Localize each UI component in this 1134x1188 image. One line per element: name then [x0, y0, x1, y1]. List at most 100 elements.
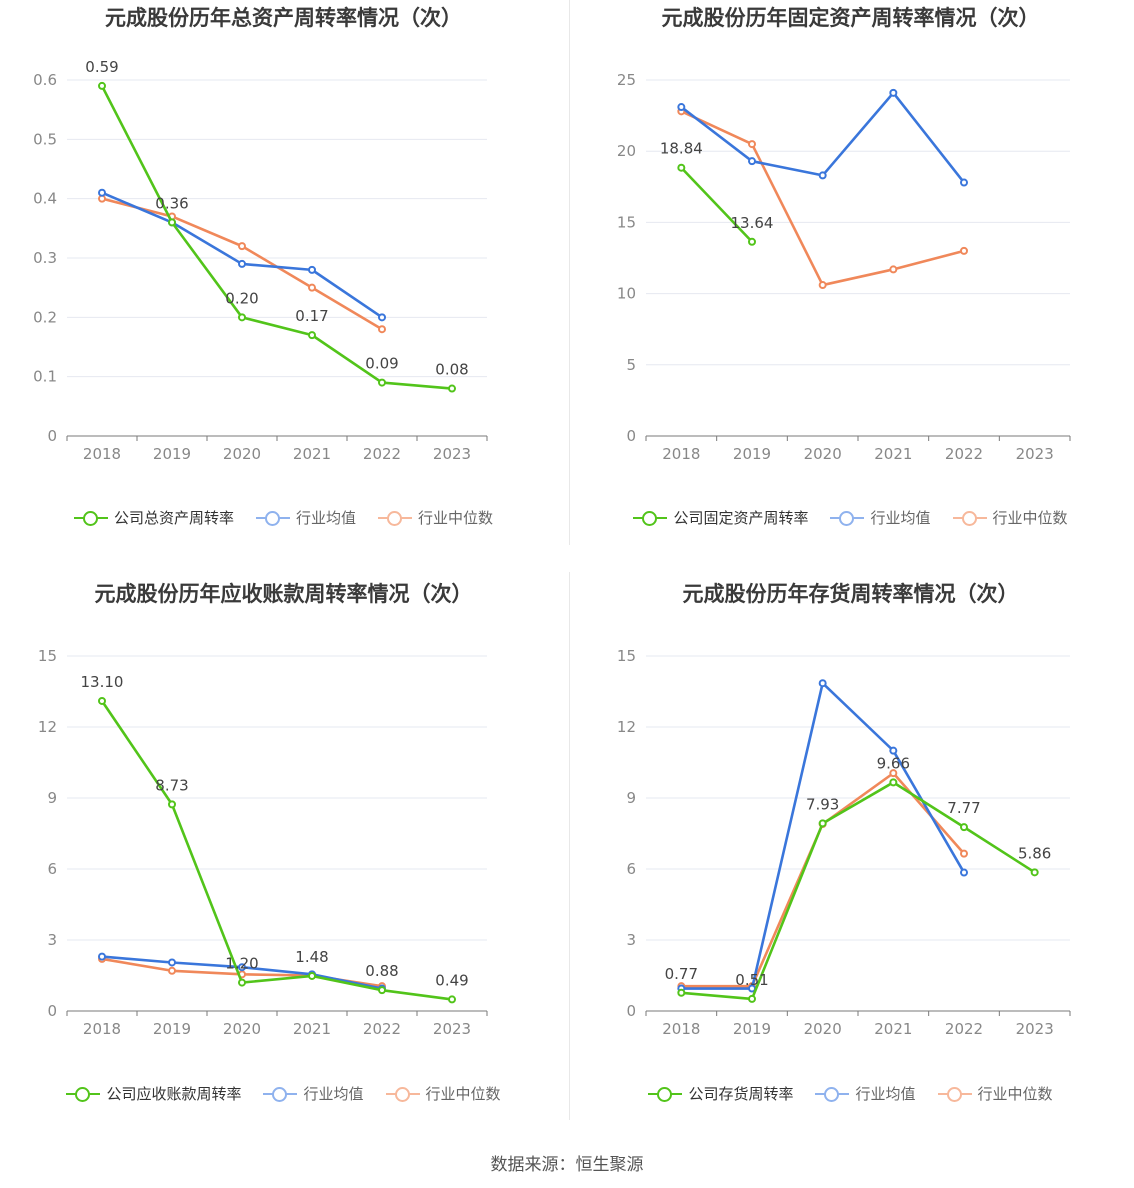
data-point-company[interactable]: [960, 823, 968, 832]
data-point-industry_median[interactable]: [748, 140, 756, 149]
data-point-company[interactable]: [818, 819, 827, 828]
data-point-industry_median[interactable]: [889, 769, 898, 778]
chart-title: 元成股份历年存货周转率情况（次）: [682, 582, 1019, 606]
legend-industry-median-label: 行业中位数: [418, 509, 494, 527]
data-point-company[interactable]: [378, 378, 386, 387]
y-tick-label: 15: [38, 647, 57, 665]
y-tick-label: 0.3: [33, 249, 57, 267]
legend-item-industry-median[interactable]: 行业中位数: [952, 507, 1068, 528]
chart-title: 元成股份历年应收账款周转率情况（次）: [94, 582, 473, 606]
legend-industry-avg-icon: [263, 1086, 298, 1102]
legend-company-label: 公司存货周转率: [688, 1085, 794, 1103]
data-label: 0.08: [435, 361, 468, 379]
legend-item-company[interactable]: 公司存货周转率: [648, 1083, 793, 1104]
y-tick-label: 25: [617, 71, 636, 89]
legend-item-company[interactable]: 公司固定资产周转率: [633, 507, 808, 528]
legend-industry-avg-label: 行业均值: [295, 509, 356, 527]
legend-item-company[interactable]: 公司总资产周转率: [73, 507, 234, 528]
data-point-industry_avg[interactable]: [889, 746, 898, 755]
x-tick-label: 2018: [83, 445, 121, 463]
data-point-company[interactable]: [98, 81, 106, 90]
data-point-company[interactable]: [677, 163, 686, 172]
data-point-industry_median[interactable]: [238, 242, 246, 251]
chart-svg: 0 5 10 15 20 25 2018 2019 2020 2021 2022 2023 18.84 1…: [617, 71, 1071, 463]
data-point-industry_median[interactable]: [378, 325, 386, 334]
data-point-industry_avg[interactable]: [818, 679, 827, 688]
y-tick-label: 12: [617, 718, 636, 736]
data-point-company[interactable]: [748, 237, 756, 246]
data-point-company[interactable]: [677, 988, 686, 997]
data-label: 0.59: [85, 58, 118, 76]
data-label: 5.86: [1018, 844, 1051, 862]
data-label: 1.48: [295, 948, 328, 966]
data-point-company[interactable]: [168, 800, 176, 809]
x-tick-label: 2019: [153, 1020, 191, 1038]
data-point-industry_median[interactable]: [818, 281, 827, 290]
data-label: 13.10: [81, 673, 124, 691]
chart-legend: 公司固定资产周转率 行业均值 行业中位数: [567, 507, 1134, 528]
data-point-company[interactable]: [168, 218, 176, 227]
legend-item-company[interactable]: 公司应收账款周转率: [66, 1083, 241, 1104]
data-point-industry_median[interactable]: [168, 966, 176, 975]
x-tick-label: 2023: [1016, 445, 1054, 463]
legend-item-industry-avg[interactable]: 行业均值: [815, 1083, 916, 1104]
data-point-company[interactable]: [889, 778, 898, 787]
data-label: 8.73: [155, 776, 188, 794]
data-label: 13.64: [731, 214, 774, 232]
series-line-company: [100, 85, 453, 390]
data-point-industry_avg[interactable]: [889, 88, 898, 97]
data-point-industry_avg[interactable]: [677, 103, 686, 112]
data-label: 9.66: [877, 754, 910, 772]
data-point-company[interactable]: [98, 696, 106, 705]
data-point-company[interactable]: [238, 313, 246, 322]
data-point-industry_avg[interactable]: [378, 313, 386, 322]
legend-industry-median-label: 行业中位数: [425, 1085, 501, 1103]
legend-item-industry-median[interactable]: 行业中位数: [385, 1083, 501, 1104]
data-point-company[interactable]: [448, 384, 456, 393]
y-tick-label: 9: [626, 789, 636, 807]
data-label: 1.20: [225, 955, 258, 973]
y-tick-label: 3: [47, 931, 57, 949]
data-point-industry_avg[interactable]: [308, 265, 316, 274]
legend-industry-median-icon: [952, 510, 987, 526]
x-tick-label: 2019: [733, 1020, 771, 1038]
x-tick-label: 2022: [363, 445, 401, 463]
data-point-company[interactable]: [308, 331, 316, 340]
x-tick-label: 2018: [662, 445, 700, 463]
series-line-industry_avg: [680, 91, 966, 184]
data-point-company[interactable]: [748, 994, 756, 1003]
legend-company-label: 公司固定资产周转率: [673, 509, 809, 527]
data-point-industry_median[interactable]: [308, 283, 316, 292]
data-point-industry_avg[interactable]: [98, 952, 106, 961]
data-point-industry_avg[interactable]: [960, 178, 968, 187]
data-label: 0.20: [225, 289, 258, 307]
data-point-industry_avg[interactable]: [818, 171, 827, 180]
data-point-industry_avg[interactable]: [168, 958, 176, 967]
data-point-company[interactable]: [378, 986, 386, 995]
series-line-company: [680, 166, 753, 243]
legend-item-industry-avg[interactable]: 行业均值: [830, 507, 931, 528]
data-point-company[interactable]: [308, 971, 316, 980]
data-point-industry_avg[interactable]: [238, 259, 246, 268]
legend-item-industry-median[interactable]: 行业中位数: [378, 507, 493, 528]
y-tick-label: 12: [38, 718, 57, 736]
series-line-industry_avg: [681, 681, 966, 990]
legend-industry-median-label: 行业中位数: [992, 509, 1068, 527]
data-point-industry_avg[interactable]: [960, 868, 968, 877]
data-point-industry_avg[interactable]: [748, 157, 756, 166]
y-tick-label: 3: [626, 931, 636, 949]
data-point-industry_median[interactable]: [960, 849, 968, 858]
legend-item-industry-avg[interactable]: 行业均值: [255, 507, 356, 528]
data-point-industry_median[interactable]: [889, 265, 898, 274]
legend-item-industry-avg[interactable]: 行业均值: [263, 1083, 364, 1104]
legend-company-icon: [633, 510, 668, 526]
legend-company-label: 公司应收账款周转率: [106, 1085, 242, 1103]
data-point-industry_avg[interactable]: [98, 188, 106, 197]
data-point-company[interactable]: [1030, 868, 1039, 877]
y-tick-label: 0.6: [33, 71, 57, 89]
data-point-company[interactable]: [448, 995, 456, 1004]
data-point-company[interactable]: [238, 978, 246, 987]
legend-item-industry-median[interactable]: 行业中位数: [937, 1083, 1053, 1104]
data-point-industry_avg[interactable]: [238, 963, 246, 972]
data-point-industry_median[interactable]: [960, 246, 968, 255]
